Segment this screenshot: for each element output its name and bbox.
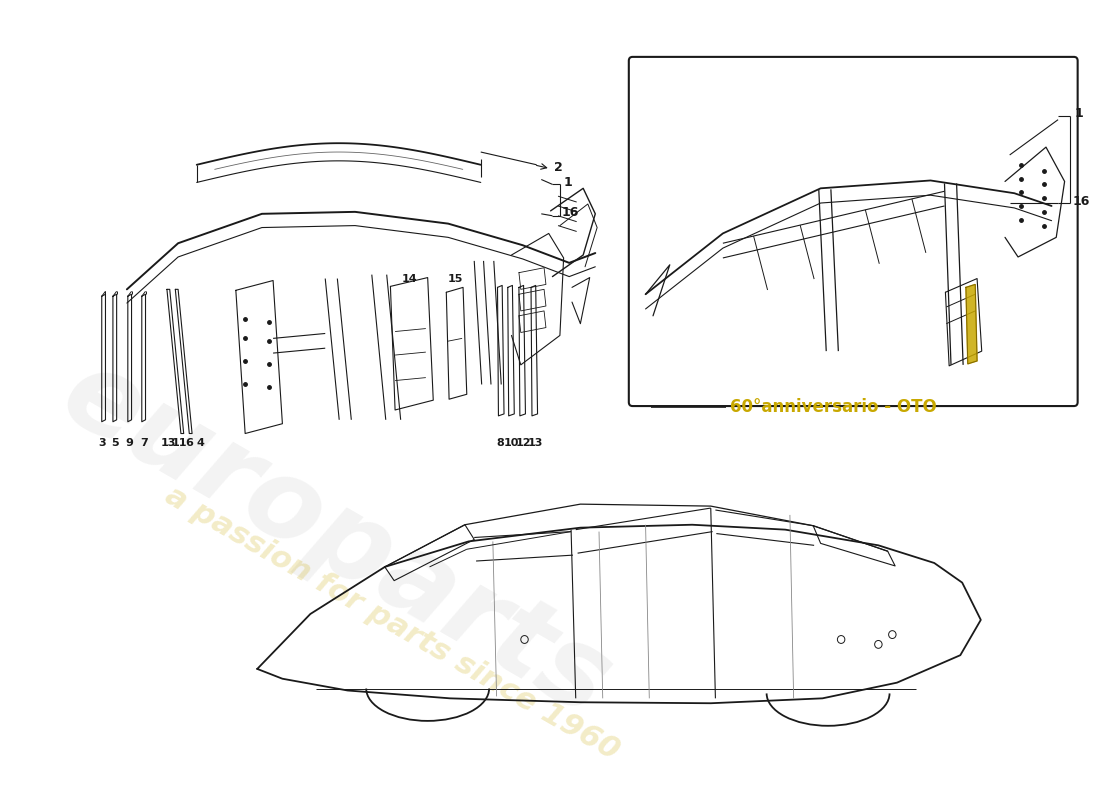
Text: 13: 13: [161, 438, 176, 449]
Text: 12: 12: [516, 438, 531, 449]
Text: 11: 11: [172, 438, 187, 449]
Text: 16: 16: [1072, 194, 1090, 207]
Text: 60°anniversario - OTO: 60°anniversario - OTO: [730, 398, 937, 416]
Text: 9: 9: [125, 438, 133, 449]
Text: 14: 14: [402, 274, 417, 285]
Text: 3: 3: [98, 438, 106, 449]
Polygon shape: [966, 285, 977, 364]
Text: 10: 10: [504, 438, 519, 449]
Text: 5: 5: [111, 438, 119, 449]
Text: europarts: europarts: [44, 339, 629, 739]
Text: 16: 16: [562, 206, 579, 219]
Text: 4: 4: [197, 438, 205, 449]
Text: 1: 1: [1075, 107, 1084, 120]
Text: 15: 15: [448, 274, 463, 285]
Text: 13: 13: [528, 438, 543, 449]
Text: 7: 7: [140, 438, 147, 449]
Text: 6: 6: [185, 438, 194, 449]
Text: 2: 2: [554, 162, 563, 174]
Text: 8: 8: [496, 438, 504, 449]
FancyBboxPatch shape: [629, 57, 1078, 406]
Text: 1: 1: [563, 176, 572, 189]
Text: a passion for parts since 1960: a passion for parts since 1960: [161, 481, 625, 766]
